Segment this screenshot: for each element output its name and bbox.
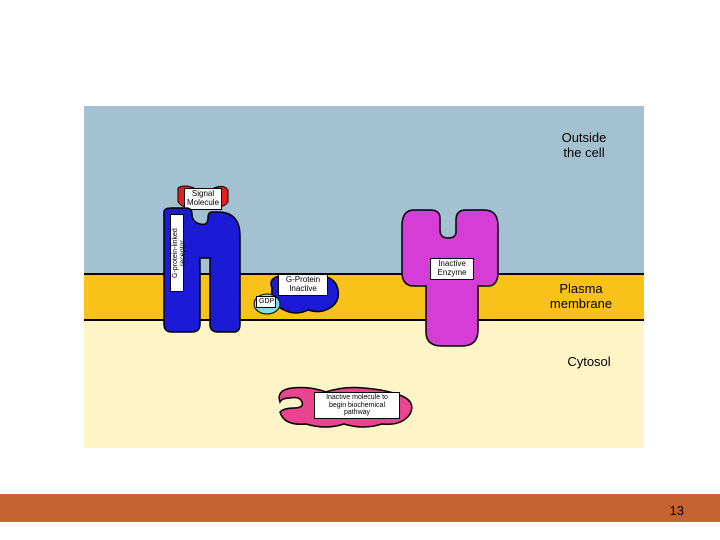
membrane-label: Plasma membrane [536, 281, 626, 311]
g-protein-label: G-Protein Inactive [278, 274, 328, 296]
outside-label: Outside the cell [544, 130, 624, 160]
inactive-molecule-label: Inactive molecule to begin biochemical p… [314, 392, 400, 419]
footer-bar [0, 494, 720, 522]
page-number: 13 [670, 503, 684, 518]
gdp-label: GDP [256, 296, 276, 308]
slide: Outside the cell Plasma membrane Cytosol… [0, 0, 720, 540]
receptor-label: G-protein-linked receptor [170, 214, 184, 292]
enzyme-label: Inactive Enzyme [430, 258, 474, 280]
cytosol-label: Cytosol [554, 354, 624, 369]
cell-signaling-diagram: Outside the cell Plasma membrane Cytosol… [84, 106, 644, 448]
